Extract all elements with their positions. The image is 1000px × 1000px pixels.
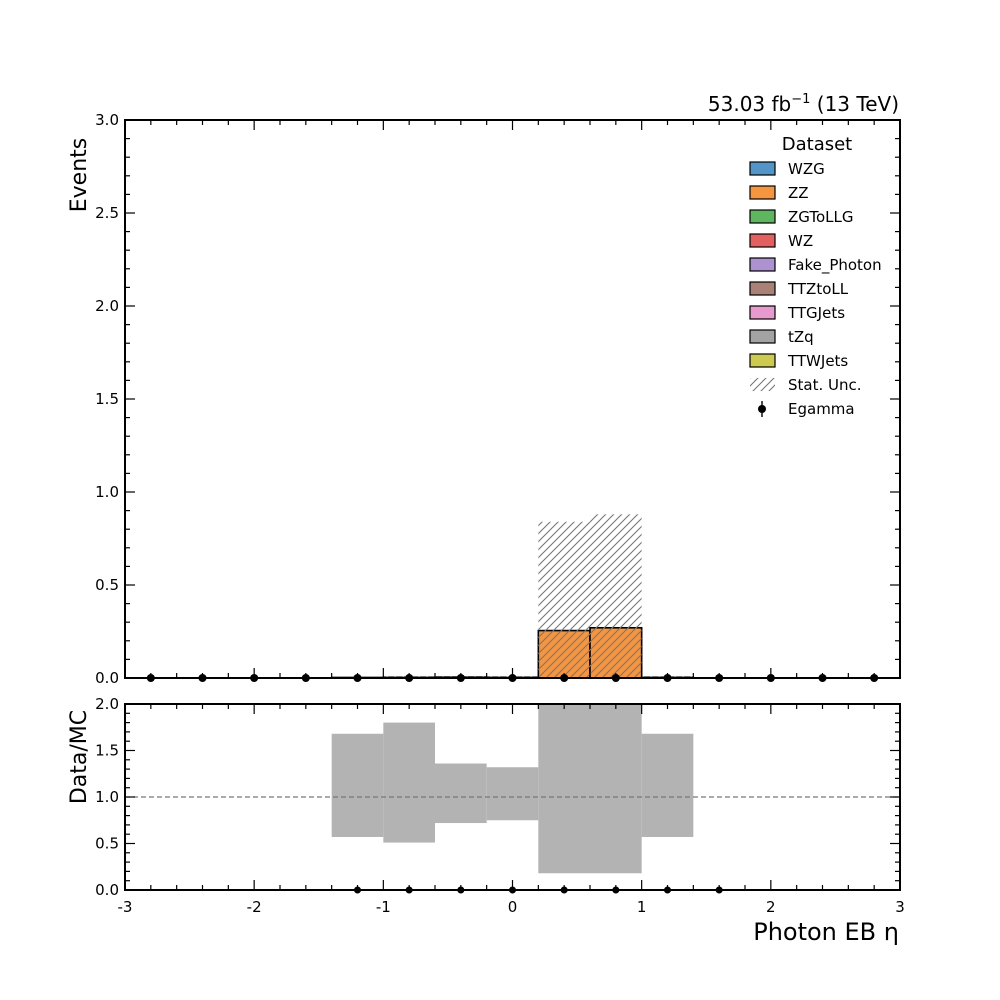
main-x-axis-ticks [124, 120, 901, 678]
legend-swatch-wzg [749, 161, 776, 176]
legend-label-zz: ZZ [788, 184, 809, 202]
legend-swatch-zz [749, 185, 776, 200]
main-plot-frame [124, 119, 901, 679]
x-tick-label: 3 [895, 898, 905, 916]
ratio-data-points [354, 886, 723, 894]
legend-swatch-stat-unc [750, 378, 775, 391]
ratio-uncertainty-band [331, 704, 694, 874]
luminosity-label: 53.03 fb−1 (13 TeV) [708, 92, 899, 116]
legend-swatch-wz [749, 233, 776, 248]
y-tick-label: 0.5 [95, 576, 119, 594]
y-tick-label: 2.0 [95, 297, 119, 315]
x-tick-label: -3 [118, 898, 133, 916]
y-tick-label: 1.0 [95, 788, 119, 806]
legend-swatch-ttztoll [749, 281, 776, 296]
ratio-x-axis-ticks: -3 -2 -1 0 1 2 3 [118, 704, 905, 916]
ratio-y-axis-label: Data/MC [67, 710, 92, 804]
y-tick-label: 2.5 [95, 204, 119, 222]
legend-title: Dataset [782, 134, 853, 155]
legend-label-stat-unc: Stat. Unc. [788, 376, 862, 394]
legend-label-ttgjets: TTGJets [787, 304, 845, 322]
y-tick-label: 3.0 [95, 111, 119, 129]
x-tick-label: 0 [508, 898, 518, 916]
legend-label-tzq: tZq [788, 328, 814, 346]
legend-label-ttwjets: TTWJets [787, 352, 848, 370]
y-tick-label: 0.0 [95, 669, 119, 687]
ratio-band-bin [435, 763, 487, 824]
y-tick-label: 0.0 [95, 881, 119, 899]
legend-label-fake-photon: Fake_Photon [788, 256, 882, 275]
y-tick-label: 0.5 [95, 835, 119, 853]
stat-uncertainty-band [331, 514, 694, 678]
x-tick-label: -1 [376, 898, 391, 916]
legend-label-wz: WZ [788, 232, 813, 250]
x-tick-label: -2 [247, 898, 262, 916]
legend-label-wzg: WZG [788, 160, 825, 178]
y-tick-label: 1.5 [95, 742, 119, 760]
x-tick-label: 2 [766, 898, 776, 916]
legend-swatch-tzq [749, 329, 776, 344]
ratio-band-bin [590, 704, 642, 874]
legend-swatch-zgtollg [749, 209, 776, 224]
y-tick-label: 1.0 [95, 483, 119, 501]
legend-swatch-fake-photon [749, 257, 776, 272]
stat-unc-bin [590, 514, 642, 678]
legend: Dataset WZG ZZ ZGToLLG WZ Fake_Photon TTZtoLL… [749, 134, 882, 418]
ratio-band-bin [331, 733, 384, 837]
ratio-band-bin [538, 704, 590, 874]
x-tick-label: 1 [637, 898, 647, 916]
legend-swatch-ttwjets [749, 353, 776, 368]
ratio-plot-frame [124, 703, 901, 891]
main-y-axis-label: Events [67, 138, 92, 213]
legend-swatch-ttgjets [749, 305, 776, 320]
y-tick-label: 2.0 [95, 695, 119, 713]
legend-label-zgtollg: ZGToLLG [788, 208, 854, 226]
x-axis-label: Photon EB η [753, 918, 899, 946]
ratio-band-bin [486, 767, 539, 821]
main-y-axis-ticks: 0.0 0.5 1.0 1.5 2.0 2.5 3.0 [95, 111, 900, 687]
y-tick-label: 1.5 [95, 390, 119, 408]
legend-label-egamma: Egamma [788, 400, 855, 418]
stat-unc-bin [538, 521, 590, 678]
ratio-band-bin [383, 722, 435, 843]
ratio-band-bin [641, 733, 694, 837]
ratio-plot-panel: 0.0 0.5 1.0 1.5 2.0 -3 -2 -1 0 1 2 3 Data/MC Photo… [67, 695, 905, 946]
legend-marker-egamma [758, 405, 766, 413]
main-plot-panel: 0.0 0.5 1.0 1.5 2.0 2.5 3.0 Events [67, 111, 901, 687]
legend-label-ttztoll: TTZtoLL [787, 280, 849, 298]
